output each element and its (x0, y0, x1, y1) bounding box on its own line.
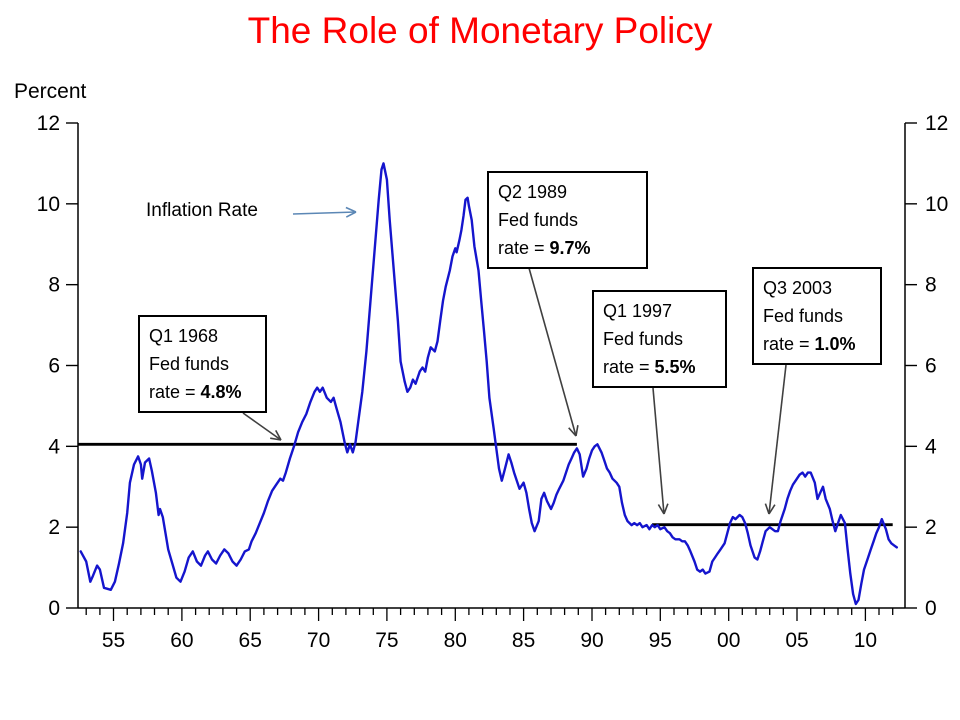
fed-funds-rate-value: 9.7% (549, 238, 591, 258)
callout-arrow-q1-1968-head (274, 430, 282, 441)
callout-line: Q1 1997 (603, 301, 673, 321)
y-axis-title: Percent (14, 80, 87, 103)
callout-rate-line: rate = 4.8% (149, 382, 242, 402)
x-tick-label: 95 (649, 629, 672, 652)
x-tick-label: 05 (785, 629, 808, 652)
callout-arrow-q2-1989-head (568, 427, 577, 437)
x-tick-label: 80 (444, 629, 467, 652)
callout-q1-1997: Q1 1997 Fed funds rate = 5.5% (592, 290, 727, 388)
callout-rate-line: rate = 1.0% (763, 334, 856, 354)
y-tick-label-left: 0 (48, 597, 60, 620)
y-tick-label-right: 6 (925, 355, 937, 378)
callout-arrow-q3-2003-head (768, 504, 776, 515)
callout-line: Fed funds (603, 329, 684, 349)
x-tick-label: 75 (375, 629, 398, 652)
callout-arrow-q1-1997-head (657, 504, 665, 515)
callout-arrow-q1-1997-head (663, 503, 669, 515)
fed-funds-rate-value: 5.5% (654, 357, 696, 377)
callout-line: Q3 2003 (763, 278, 833, 298)
page-title: The Role of Monetary Policy (247, 10, 713, 51)
callout-rate-line: rate = 9.7% (498, 238, 591, 258)
x-tick-label: 10 (854, 629, 877, 652)
fed-funds-rate-value: 4.8% (200, 382, 242, 402)
callout-arrow-q3-2003 (768, 364, 787, 515)
x-tick-label: 60 (170, 629, 193, 652)
callout-arrow-q2-1989-head (575, 425, 579, 437)
y-tick-label-right: 12 (925, 112, 948, 135)
y-tick-label-left: 6 (48, 355, 60, 378)
y-tick-label-right: 8 (925, 274, 937, 297)
callout-line: Fed funds (763, 306, 844, 326)
fed-funds-rate-value: 1.0% (814, 334, 856, 354)
y-tick-label-left: 10 (37, 193, 60, 216)
callout-q3-2003: Q3 2003 Fed funds rate = 1.0% (752, 267, 882, 365)
inflation-rate-arrow-head (345, 206, 357, 213)
y-tick-label-left: 8 (48, 274, 60, 297)
callout-arrow-q3-2003-head (764, 503, 770, 515)
y-tick-label-right: 4 (925, 435, 937, 458)
y-tick-label-left: 4 (48, 435, 60, 458)
y-tick-label-left: 12 (37, 112, 60, 135)
callout-q1-1968: Q1 1968 Fed funds rate = 4.8% (138, 315, 267, 413)
y-tick-label-right: 10 (925, 193, 948, 216)
y-tick-label-left: 2 (48, 516, 60, 539)
callout-line: Fed funds (149, 354, 230, 374)
callout-line: Q2 1989 (498, 182, 568, 202)
inflation-rate-arrow (292, 211, 357, 215)
callout-arrow-q2-1989 (528, 267, 577, 437)
inflation-line (79, 162, 898, 606)
x-tick-label: 65 (239, 629, 262, 652)
x-tick-label: 85 (512, 629, 535, 652)
callout-line: Q1 1968 (149, 326, 219, 346)
x-tick-label: 70 (307, 629, 330, 652)
x-tick-label: 90 (580, 629, 603, 652)
callout-arrow-q1-1968 (242, 412, 282, 441)
callout-arrow-q1-1968-head (270, 437, 282, 441)
inflation-rate-arrow-head (345, 211, 357, 218)
series-label: Inflation Rate (146, 200, 258, 221)
y-tick-label-right: 2 (925, 516, 937, 539)
callout-rate-line: rate = 5.5% (603, 357, 696, 377)
callout-q2-1989: Q2 1989 Fed funds rate = 9.7% (487, 171, 648, 269)
x-tick-label: 55 (102, 629, 125, 652)
y-tick-label-right: 0 (925, 597, 937, 620)
callout-line: Fed funds (498, 210, 579, 230)
callout-arrow-q1-1997 (652, 387, 665, 515)
x-tick-label: 00 (717, 629, 740, 652)
